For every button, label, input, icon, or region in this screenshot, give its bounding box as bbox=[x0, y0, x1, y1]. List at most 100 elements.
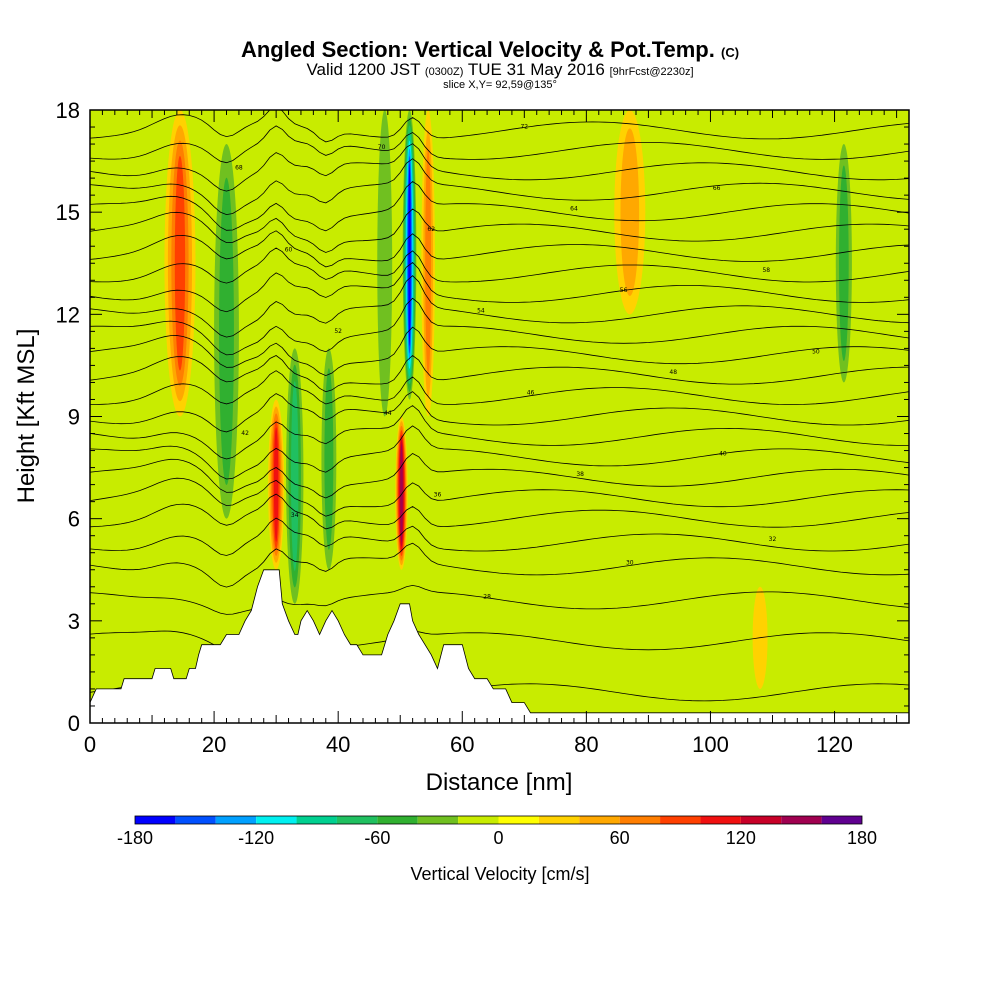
colorbar-swatch bbox=[700, 816, 741, 824]
isentrope-label: 40 bbox=[719, 451, 727, 458]
isentrope-line bbox=[90, 584, 909, 615]
isentrope-label: 66 bbox=[713, 185, 721, 192]
isentrope-label: 54 bbox=[477, 308, 485, 315]
isentrope-label: 48 bbox=[669, 369, 677, 376]
velocity-band-4-1 bbox=[324, 368, 334, 550]
colorbar-tick-label: 180 bbox=[847, 828, 877, 848]
y-axis-label: Height [Kft MSL] bbox=[13, 329, 40, 504]
isentrope-line bbox=[90, 208, 909, 253]
isentrope-line bbox=[90, 143, 909, 192]
velocity-band-8-0 bbox=[377, 110, 393, 417]
velocity-field bbox=[164, 110, 852, 689]
isentrope-label: 46 bbox=[527, 389, 535, 396]
colorbar-tick-label: 60 bbox=[610, 828, 630, 848]
x-tick-label: 0 bbox=[84, 732, 96, 757]
isentrope-line bbox=[90, 425, 909, 480]
isentrope-label: 62 bbox=[427, 226, 435, 233]
isentrope-line bbox=[90, 125, 909, 164]
isentrope-line bbox=[90, 261, 909, 313]
isentrope-label: 38 bbox=[576, 471, 584, 478]
colorbar-tick-label: -180 bbox=[117, 828, 153, 848]
colorbar-swatch bbox=[377, 816, 418, 824]
x-tick-label: 100 bbox=[692, 732, 729, 757]
colorbar-tick-label: 0 bbox=[493, 828, 503, 848]
isentrope-label: 28 bbox=[483, 594, 491, 601]
colorbar-swatch bbox=[215, 816, 257, 824]
isentrope-label: 50 bbox=[812, 348, 820, 355]
isentrope-line bbox=[90, 230, 909, 268]
isentrope-line bbox=[90, 326, 909, 377]
isentrope-line bbox=[90, 517, 909, 556]
velocity-band-9-1 bbox=[839, 165, 849, 361]
colorbar-swatch bbox=[135, 816, 176, 824]
isentrope-label: 42 bbox=[241, 430, 249, 437]
isentrope-label: 68 bbox=[235, 165, 243, 172]
isentrope-line bbox=[90, 354, 909, 393]
velocity-band-2-4 bbox=[273, 427, 279, 542]
slice-label: slice X,Y= 92,59@135° bbox=[443, 79, 557, 91]
colorbar-frame bbox=[134, 815, 863, 825]
velocity-band-6-6 bbox=[400, 444, 403, 543]
isentrope-line bbox=[90, 405, 909, 460]
isentrope-line bbox=[90, 110, 909, 143]
isentrope-label: 72 bbox=[520, 124, 528, 131]
colorbar-tick-label: -60 bbox=[364, 828, 390, 848]
isentrope-line bbox=[90, 542, 909, 588]
plot-area: 4028303234363840424446485052545658606264… bbox=[90, 110, 909, 723]
isentrope-label: 52 bbox=[334, 328, 342, 335]
isentrope-line bbox=[90, 370, 909, 406]
colorbar-swatch bbox=[660, 816, 701, 824]
colorbar-swatch bbox=[619, 816, 661, 824]
plot-background bbox=[90, 110, 909, 723]
colorbar-swatch bbox=[740, 816, 782, 824]
colorbar-swatch bbox=[538, 816, 580, 824]
isentrope-line bbox=[90, 477, 909, 517]
isentrope-label: 64 bbox=[570, 205, 578, 212]
isentrope-label: 30 bbox=[626, 560, 634, 567]
colorbar-swatch bbox=[336, 816, 378, 824]
y-tick-label: 15 bbox=[56, 200, 80, 225]
colorbar-swatch bbox=[821, 816, 862, 824]
x-tick-label: 120 bbox=[816, 732, 853, 757]
velocity-band-10-1 bbox=[620, 128, 640, 296]
colorbar-swatch bbox=[579, 816, 620, 824]
colorbar-swatch bbox=[781, 816, 822, 824]
isentrope-line bbox=[90, 391, 909, 433]
x-tick-label: 80 bbox=[574, 732, 598, 757]
colorbar-swatch bbox=[175, 816, 216, 824]
isentrope-label: 60 bbox=[285, 246, 293, 253]
colorbar-swatch bbox=[498, 816, 539, 824]
isentrope-line bbox=[90, 275, 909, 338]
isentrope-label: 36 bbox=[434, 492, 442, 499]
isentrope-line bbox=[90, 493, 909, 530]
isentrope-line bbox=[90, 180, 909, 232]
velocity-band-1-1 bbox=[219, 177, 234, 485]
colorbar-title: Vertical Velocity [cm/s] bbox=[410, 864, 589, 884]
isentrope-label: 58 bbox=[762, 267, 770, 274]
isentrope-label: 34 bbox=[291, 512, 299, 519]
colorbar-swatch bbox=[256, 816, 297, 824]
isentrope-label: 32 bbox=[769, 536, 777, 543]
y-tick-label: 3 bbox=[68, 609, 80, 634]
x-axis-label: Distance [nm] bbox=[426, 769, 573, 796]
isentrope-line bbox=[90, 247, 909, 284]
chart-title: Angled Section: Vertical Velocity & Pot.… bbox=[241, 37, 739, 62]
isentrope-label: 70 bbox=[378, 144, 386, 151]
isentrope-line bbox=[90, 158, 909, 216]
colorbar-swatch bbox=[417, 816, 459, 824]
isentrope-line bbox=[90, 453, 909, 499]
colorbar: -180 -120 -60 0 60 120 180 bbox=[117, 815, 877, 848]
colorbar-swatch bbox=[458, 816, 499, 824]
x-tick-label: 40 bbox=[326, 732, 350, 757]
x-tick-label: 20 bbox=[202, 732, 226, 757]
colorbar-tick-label: 120 bbox=[726, 828, 756, 848]
velocity-band-0-3 bbox=[174, 155, 186, 371]
y-tick-label: 12 bbox=[56, 302, 80, 327]
x-tick-label: 60 bbox=[450, 732, 474, 757]
terrain-mask bbox=[90, 569, 909, 723]
terrain bbox=[90, 569, 909, 723]
y-tick-label: 18 bbox=[56, 98, 80, 123]
y-tick-label: 0 bbox=[68, 711, 80, 736]
